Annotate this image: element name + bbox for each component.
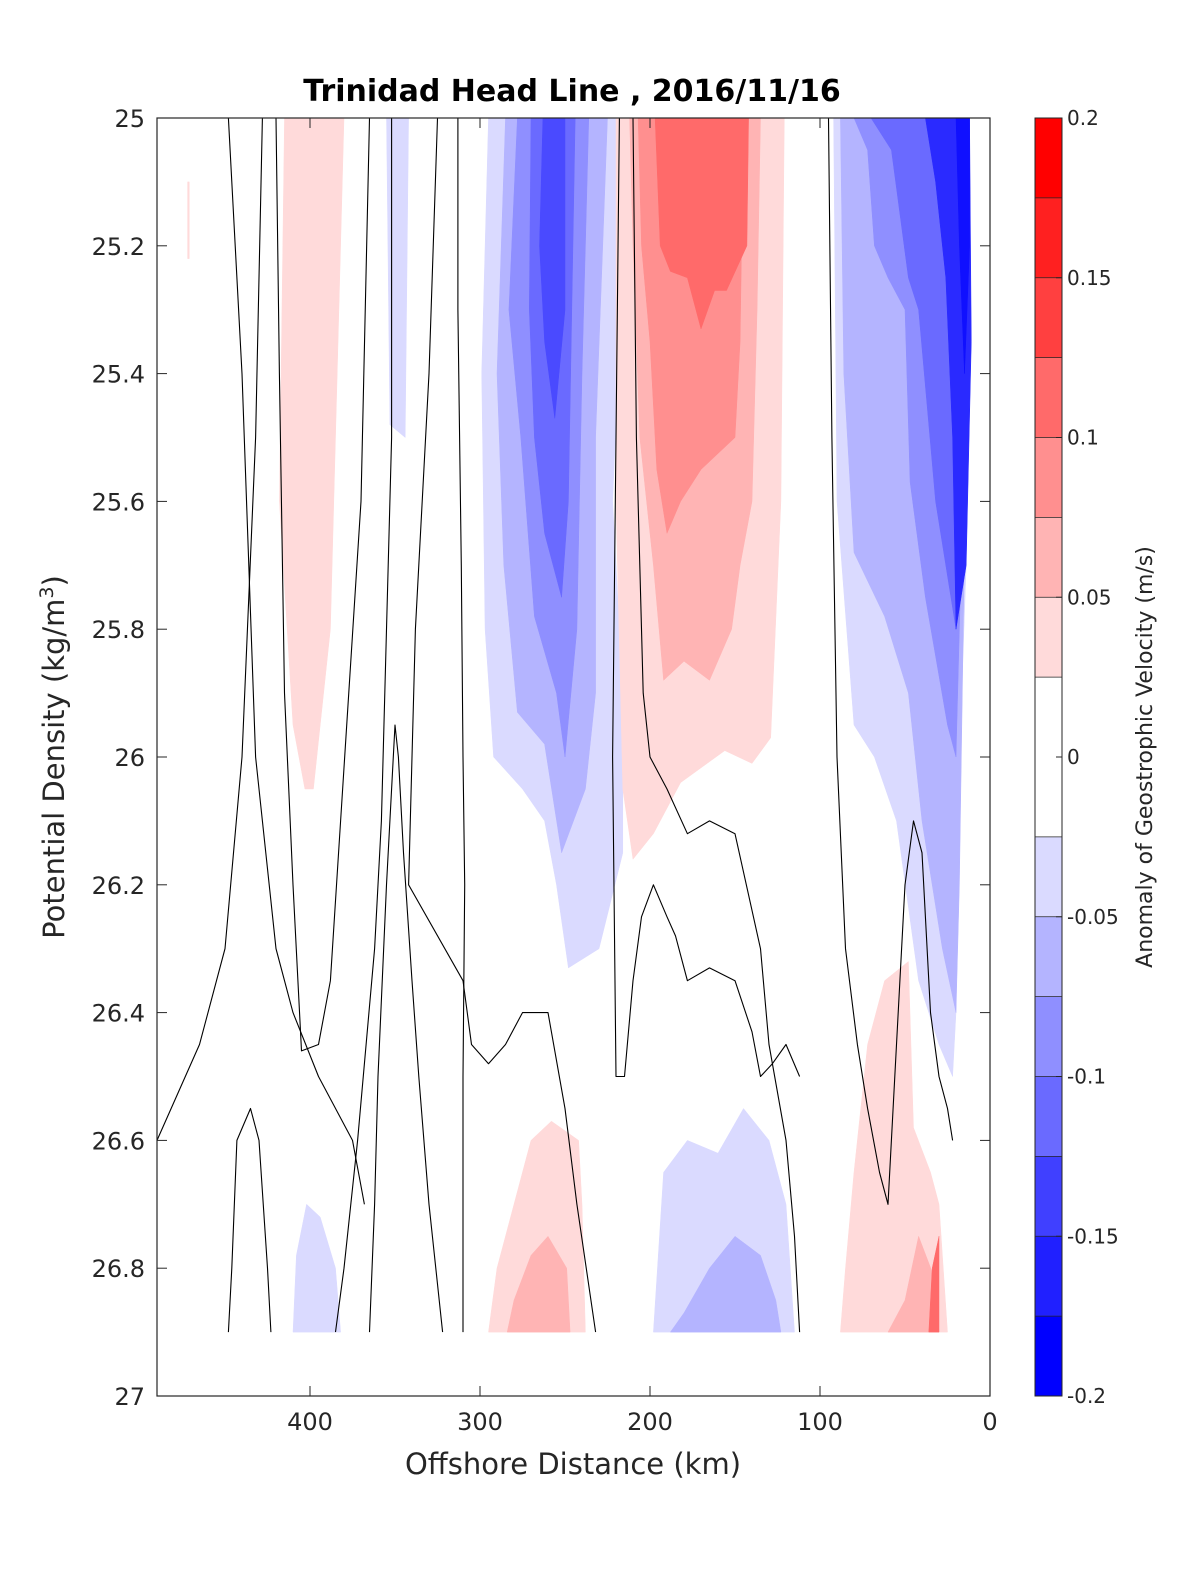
colorbar-tick-label-1: 0.15 [1067, 266, 1112, 290]
colorbar-level-11 [1035, 1076, 1062, 1157]
filled-contours [187, 118, 972, 1333]
colorbar-tick-label-2: 0.1 [1067, 426, 1099, 450]
y-tick-label-0: 25 [114, 105, 145, 133]
contour-region-20 [506, 1235, 571, 1333]
y-tick-label-4: 25.8 [92, 616, 145, 644]
contour-region-23 [840, 960, 948, 1333]
colorbar-tick-label-7: -0.15 [1067, 1224, 1119, 1248]
colorbar-tick-label-6: -0.1 [1067, 1065, 1106, 1089]
y-tick-label-3: 25.6 [92, 488, 145, 516]
contour-region-25 [928, 1236, 940, 1333]
colorbar-level-13 [1035, 1236, 1062, 1317]
colorbar-level-12 [1035, 1156, 1062, 1237]
zero-contour-4 [368, 724, 444, 1333]
contour-region-0 [279, 118, 345, 790]
y-tick-label-6: 26.2 [92, 872, 145, 900]
x-tick-label-3: 100 [797, 1408, 843, 1436]
zero-contour-0 [227, 118, 365, 1205]
zero-contour-7 [612, 118, 801, 1078]
y-tick-label-2: 25.4 [92, 361, 145, 389]
x-tick-label-4: 0 [982, 1408, 997, 1436]
zero-contour-9 [827, 118, 954, 1205]
colorbar-level-10 [1035, 996, 1062, 1077]
chart-title: Trinidad Head Line , 2016/11/16 [303, 74, 840, 109]
zero-contour-8 [632, 118, 801, 1333]
colorbar-level-8 [1035, 836, 1062, 917]
colorbar-level-2 [1035, 277, 1062, 358]
colorbar: 0.2 0.15 0.1 0.05 0 -0.05 -0.1 -0.15 -0.2 [1034, 106, 1119, 1408]
zero-contour-3 [227, 1107, 272, 1333]
colorbar-tick-label-3: 0.05 [1067, 585, 1112, 609]
y-tick-label-5: 26 [114, 744, 145, 772]
y-tick-label-1: 25.2 [92, 233, 145, 261]
x-axis: 400 300 200 100 0 [287, 118, 998, 1436]
zero-contour-6 [408, 118, 597, 1333]
x-tick-label-1: 300 [457, 1408, 503, 1436]
y-axis-label-main: Potential Density (kg/m [37, 599, 71, 939]
zero-contour-lines [157, 118, 954, 1333]
x-tick-label-2: 200 [627, 1408, 673, 1436]
y-axis-label: Potential Density (kg/m3) [36, 575, 71, 939]
x-tick-label-0: 400 [287, 1408, 333, 1436]
y-tick-label-7: 26.4 [92, 1000, 145, 1028]
contour-region-17 [955, 118, 970, 374]
contour-region-2 [386, 118, 409, 439]
colorbar-level-1 [1035, 197, 1062, 278]
colorbar-level-5 [1035, 517, 1062, 598]
y-axis-label-suffix: ) [37, 575, 71, 586]
colorbar-level-0 [1035, 118, 1062, 198]
colorbar-tick-label-5: -0.05 [1067, 905, 1119, 929]
colorbar-level-3 [1035, 357, 1062, 438]
colorbar-label: Anomaly of Geostrophic Velocity (m/s) [1133, 546, 1158, 968]
contour-region-7 [539, 118, 566, 419]
zero-contour-5 [457, 118, 466, 1333]
colorbar-level-6 [1035, 597, 1062, 678]
x-axis-label: Offshore Distance (km) [405, 1447, 741, 1481]
contour-region-1 [187, 181, 190, 259]
colorbar-tick-label-0: 0.2 [1067, 106, 1099, 130]
y-tick-label-10: 27 [114, 1383, 145, 1411]
contour-region-11 [654, 118, 749, 330]
y-axis-label-superscript: 3 [36, 586, 58, 598]
colorbar-tick-label-4: 0 [1067, 745, 1080, 769]
colorbar-level-4 [1035, 437, 1062, 518]
contour-region-18 [292, 1203, 341, 1333]
zero-contour-2 [275, 118, 393, 1333]
y-tick-label-8: 26.6 [92, 1127, 145, 1155]
contour-region-22 [669, 1235, 782, 1333]
colorbar-level-9 [1035, 916, 1062, 997]
colorbar-level-14 [1035, 1316, 1062, 1396]
colorbar-tick-label-8: -0.2 [1067, 1384, 1106, 1408]
zero-contour-1 [157, 118, 263, 1141]
y-axis: 25 25.2 25.4 25.6 25.8 26 26.2 26.4 26.6 26.8 27 [92, 105, 990, 1411]
y-tick-label-9: 26.8 [92, 1255, 145, 1283]
